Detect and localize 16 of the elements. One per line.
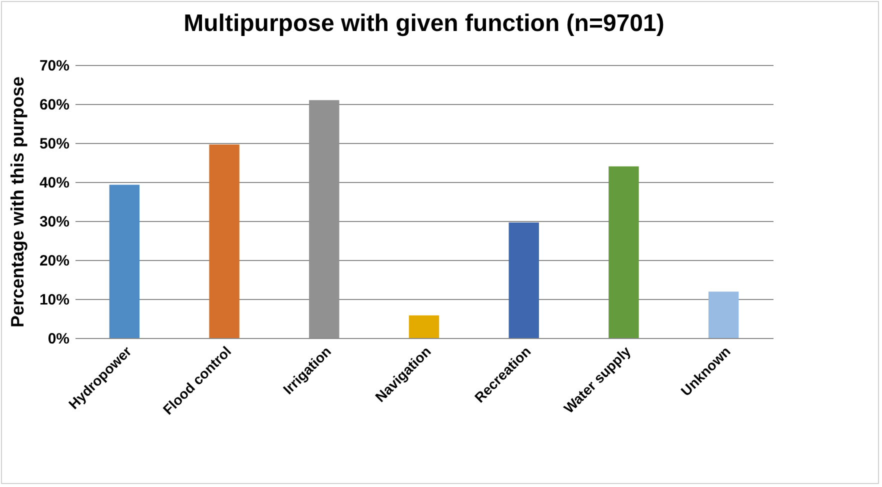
y-tick-label: 0% xyxy=(48,330,70,348)
bar xyxy=(608,166,639,338)
bar xyxy=(408,315,440,338)
y-tick-label: 70% xyxy=(39,58,70,74)
y-tick-label: 20% xyxy=(39,252,70,270)
y-tick-label: 50% xyxy=(39,136,70,152)
y-tick-label: 60% xyxy=(39,96,70,114)
bar xyxy=(708,292,739,338)
bar xyxy=(109,184,140,338)
y-tick-label: 40% xyxy=(39,174,70,192)
y-tick-label: 10% xyxy=(39,292,70,308)
bar xyxy=(508,222,539,338)
chart-title: Multipurpose with given function (n=9701) xyxy=(184,10,664,37)
bar xyxy=(209,144,240,338)
y-axis-title: Percentage with this purpose xyxy=(7,76,28,328)
y-tick-label: 30% xyxy=(39,214,70,230)
